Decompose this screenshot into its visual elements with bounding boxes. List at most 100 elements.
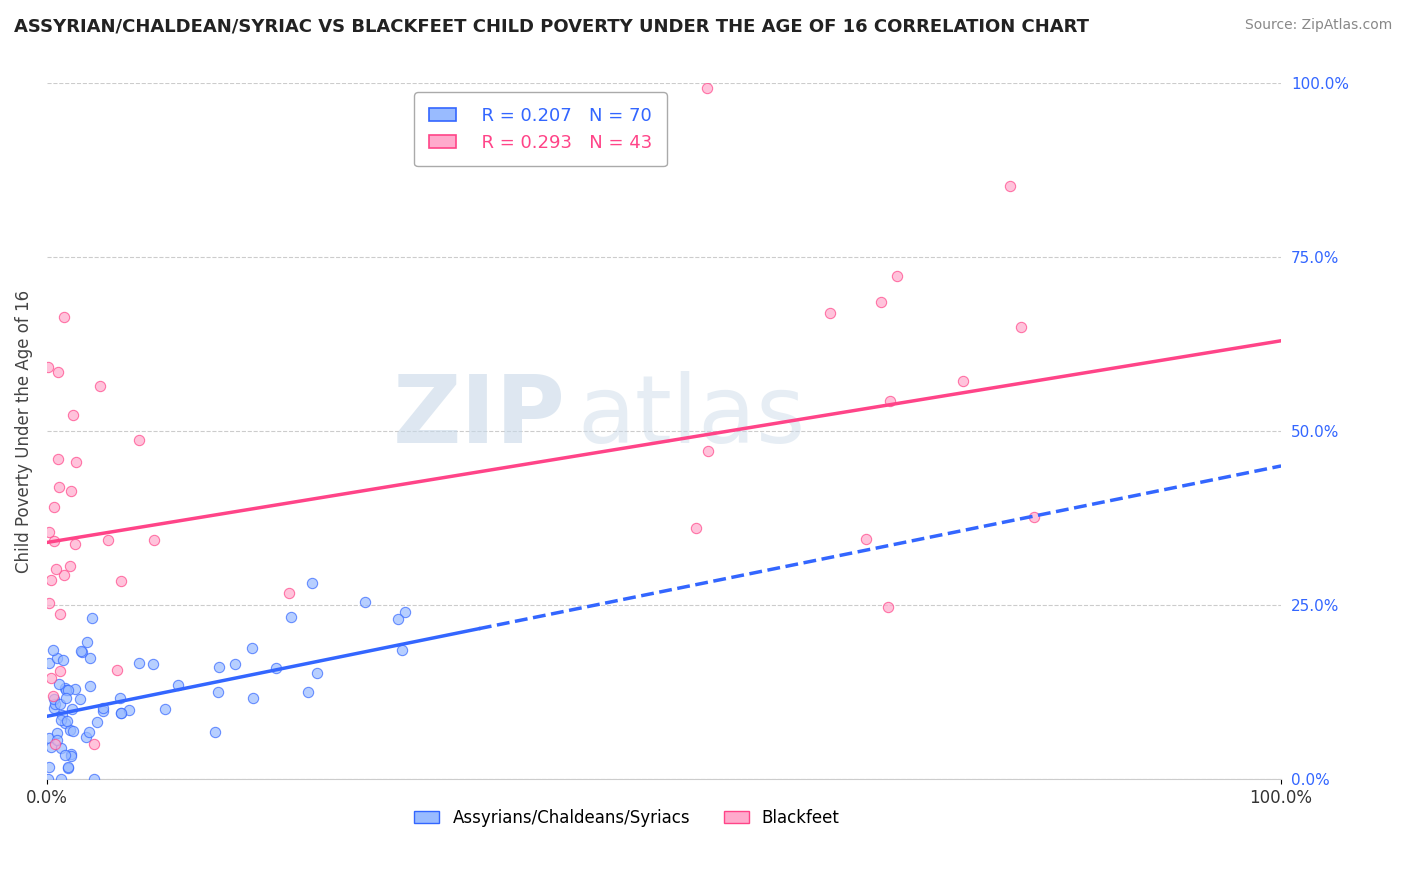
Point [80,610,103,624]
Text: ZIP: ZIP [392,371,565,463]
Point [240,640,263,655]
Point [55,691,77,706]
Text: atlas: atlas [578,371,806,463]
Point [45,733,67,747]
Text: ASSYRIAN/CHALDEAN/SYRIAC VS BLACKFEET CHILD POVERTY UNDER THE AGE OF 16 CORRELAT: ASSYRIAN/CHALDEAN/SYRIAC VS BLACKFEET CH… [14,18,1090,36]
Point [55,683,77,698]
Point [38,596,60,610]
Point [48,480,70,494]
Point [39,671,62,685]
Point [877,599,900,614]
Point [204,725,226,739]
Point [46,651,69,665]
Point [38,656,60,670]
Point [391,642,413,657]
Point [869,294,891,309]
Point [62,723,84,738]
Point [266,661,288,675]
Point [45,726,67,740]
Point [59,747,82,762]
Point [142,657,165,671]
Point [110,574,132,589]
Point [242,691,264,706]
Point [105,663,128,677]
Point [55,747,77,762]
Point [77,724,100,739]
Point [89,378,111,392]
Point [52,567,75,582]
Point [52,652,75,666]
Point [153,702,176,716]
Point [97,533,120,548]
Text: Source: ZipAtlas.com: Source: ZipAtlas.com [1244,18,1392,32]
Point [53,715,76,730]
Point [51,713,73,727]
Point [44,737,66,751]
Point [60,702,83,716]
Point [387,612,409,626]
Point [697,444,720,458]
Point [70,645,93,659]
Point [108,691,131,706]
Point [41,690,63,704]
Point [38,759,60,773]
Point [63,537,86,551]
Point [59,723,82,737]
Point [952,375,974,389]
Point [297,685,319,699]
Point [48,677,70,691]
Legend: Assyrians/Chaldeans/Syriacs, Blackfeet: Assyrians/Chaldeans/Syriacs, Blackfeet [408,802,846,833]
Point [42,643,65,657]
Point [60,748,83,763]
Point [70,644,93,658]
Point [38,731,60,745]
Point [83,772,105,786]
Point [818,306,841,320]
Point [65,455,87,469]
Point [58,760,80,774]
Point [62,408,84,422]
Y-axis label: Child Poverty Under the Age of 16: Child Poverty Under the Age of 16 [15,290,32,573]
Point [37,360,59,375]
Point [394,605,416,619]
Point [44,697,66,711]
Point [128,656,150,670]
Point [1022,510,1045,524]
Point [49,665,72,679]
Point [49,698,72,712]
Point [143,533,166,548]
Point [83,737,105,751]
Point [353,595,375,609]
Point [110,706,132,721]
Point [879,393,901,408]
Point [42,500,65,514]
Point [46,366,69,380]
Point [886,268,908,283]
Point [855,532,877,546]
Point [75,730,97,744]
Point [91,705,114,719]
Point [305,665,328,680]
Point [51,708,73,723]
Point [128,433,150,447]
Point [79,651,101,665]
Point [207,685,229,699]
Point [280,610,302,624]
Point [59,559,82,574]
Point [110,706,132,720]
Point [44,534,66,549]
Point [51,772,73,786]
Point [37,772,59,786]
Point [301,576,323,591]
Point [685,521,707,535]
Point [79,679,101,693]
Point [167,677,190,691]
Point [208,660,231,674]
Point [58,761,80,775]
Point [56,682,79,697]
Point [224,657,246,671]
Point [55,681,77,695]
Point [56,714,79,729]
Point [86,715,108,730]
Point [42,691,65,706]
